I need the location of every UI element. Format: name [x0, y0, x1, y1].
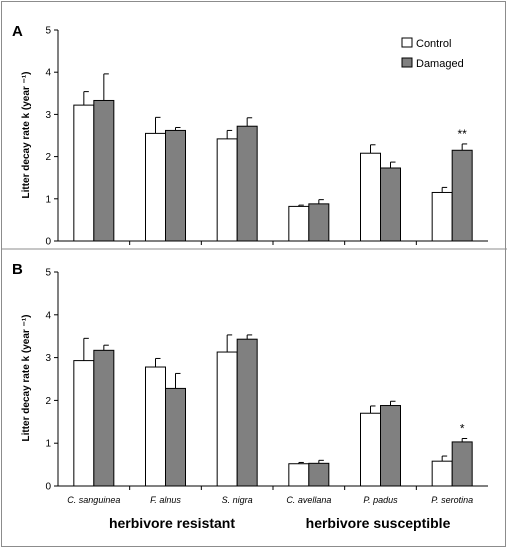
category-label: S. nigra [222, 495, 253, 505]
panel-a-y-tick-label: 1 [45, 194, 51, 205]
panel-b-bar-control [360, 412, 381, 487]
panel-a-significance-label: ** [457, 127, 467, 141]
panel-a-y-tick-label: 4 [45, 68, 51, 79]
panel-b-y-tick-label: 5 [45, 268, 51, 279]
panel-b-bar-damaged [308, 462, 330, 487]
panel-a-bar-control [73, 104, 95, 242]
group-label-susceptible: herbivore susceptible [306, 515, 451, 531]
legend-control-label: Control [416, 38, 451, 50]
panel-b-bar-control [145, 366, 166, 487]
panel-a-y-axis-label: Litter decay rate k (year ⁻¹) [21, 72, 32, 199]
panel-a-bar-damaged [93, 99, 115, 242]
panel-b-y-tick-label: 3 [45, 353, 51, 364]
legend-control-swatch [401, 37, 413, 48]
panel-b-label: B [12, 261, 23, 278]
category-label: P. serotina [431, 495, 473, 505]
panel-a-bar-control [360, 152, 381, 242]
panel-b-y-tick-label: 0 [45, 482, 51, 493]
panel-a-bar-damaged [451, 149, 473, 242]
panel-a-y-tick-label: 5 [45, 26, 51, 37]
panel-b-y-tick-label: 1 [45, 439, 51, 450]
category-label: C. sanguinea [67, 495, 120, 505]
panel-b-bar-damaged [380, 405, 401, 487]
panel-b-bar-damaged [93, 349, 115, 487]
panel-b-significance-label: * [460, 421, 465, 435]
panel-b-y-axis-label: Litter decay rate k (year ⁻¹) [21, 315, 32, 442]
category-label: F. alnus [150, 495, 181, 505]
legend-damaged-swatch [401, 57, 413, 68]
panel-b-bar-damaged [236, 338, 258, 487]
panel-a-y-tick-label: 3 [45, 110, 51, 121]
panel-a-bar-control [216, 138, 238, 242]
panel-b-y-tick-label: 4 [45, 310, 51, 321]
panel-a-label: A [12, 23, 23, 40]
panel-b-bar-control [73, 360, 95, 487]
panel-b-bar-damaged [165, 387, 186, 487]
panel-b-bar-control [288, 463, 310, 487]
legend-damaged-label: Damaged [416, 58, 464, 70]
panel-a-y-tick-label: 0 [45, 237, 51, 248]
panel-b-y-tick-label: 2 [45, 396, 51, 407]
category-label: P. padus [363, 495, 398, 505]
panel-a-bar-control [145, 132, 166, 242]
panel-b-bar-damaged [451, 441, 473, 487]
panel-a-bar-control [288, 205, 310, 242]
panel-b-bar-control [431, 460, 453, 487]
panel-a-bar-damaged [165, 129, 186, 242]
panel-a-bar-damaged [380, 167, 401, 242]
category-label: C. avellana [286, 495, 331, 505]
panel-a-bar-damaged [236, 125, 258, 242]
panel-a-y-tick-label: 2 [45, 152, 51, 163]
panel-b-bar-control [216, 351, 238, 487]
panel-a-bar-control [431, 191, 453, 242]
group-label-resistant: herbivore resistant [109, 515, 235, 531]
chart-marks: 0 1 2 3 4 5 ** 0 1 2 3 4 5 C. sanguinea F. alnus S. nig… [45, 26, 488, 505]
panel-a-bar-damaged [308, 203, 330, 242]
